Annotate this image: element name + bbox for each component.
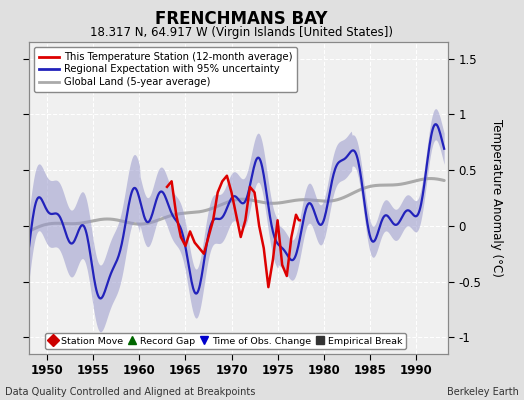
Text: Berkeley Earth: Berkeley Earth: [447, 387, 519, 397]
Text: 18.317 N, 64.917 W (Virgin Islands [United States]): 18.317 N, 64.917 W (Virgin Islands [Unit…: [90, 26, 392, 39]
Y-axis label: Temperature Anomaly (°C): Temperature Anomaly (°C): [489, 119, 503, 277]
Text: FRENCHMANS BAY: FRENCHMANS BAY: [155, 10, 328, 28]
Legend: Station Move, Record Gap, Time of Obs. Change, Empirical Break: Station Move, Record Gap, Time of Obs. C…: [46, 333, 406, 349]
Text: Data Quality Controlled and Aligned at Breakpoints: Data Quality Controlled and Aligned at B…: [5, 387, 256, 397]
